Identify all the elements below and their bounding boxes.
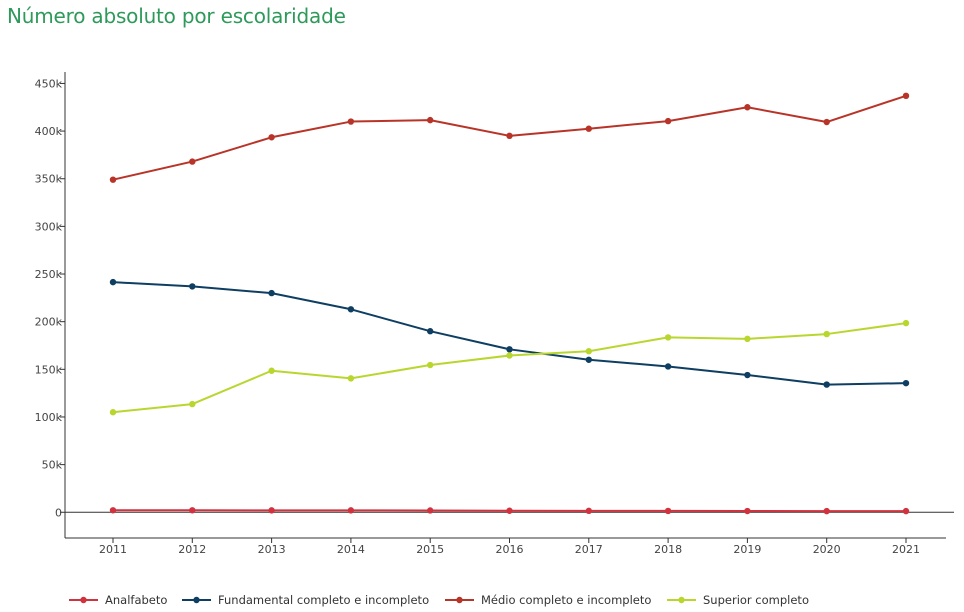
series-analfabeto-point <box>585 507 592 515</box>
y-tick-label: 400k <box>35 125 63 138</box>
axes <box>64 72 954 539</box>
series-superior-completo <box>109 319 910 416</box>
series-superior-completo-point <box>506 352 513 359</box>
legend-item-superior-completo[interactable]: Superior completo <box>667 593 809 607</box>
series-m-dio-completo-e-incompleto-point <box>506 132 513 140</box>
legend-swatch-point <box>678 596 685 604</box>
chart-title: Número absoluto por escolaridade <box>7 4 346 28</box>
x-tick-label: 2015 <box>416 543 444 556</box>
y-tick-label: 350k <box>35 173 63 186</box>
legend-swatch-point <box>80 596 87 604</box>
series-m-dio-completo-e-incompleto-point <box>744 104 751 111</box>
series-fundamental-completo-e-incompleto <box>109 278 910 388</box>
y-tick-label: 300k <box>35 220 63 233</box>
series-m-dio-completo-e-incompleto-point <box>823 118 830 126</box>
series-fundamental-completo-e-incompleto-point <box>109 278 117 286</box>
legend-label: Superior completo <box>703 593 809 607</box>
series-group <box>109 92 910 515</box>
series-fundamental-completo-e-incompleto-point <box>427 328 434 335</box>
series-m-dio-completo-e-incompleto-point <box>268 134 275 141</box>
y-tick-label: 200k <box>35 316 63 329</box>
series-fundamental-completo-e-incompleto-point <box>823 381 830 388</box>
legend-label: Fundamental completo e incompleto <box>218 593 429 607</box>
series-superior-completo-point <box>189 400 196 408</box>
x-tick-label: 2018 <box>654 543 682 556</box>
series-fundamental-completo-e-incompleto-point <box>506 346 513 353</box>
x-tick-label: 2011 <box>99 543 127 556</box>
y-tick-label: 250k <box>35 268 63 281</box>
series-fundamental-completo-e-incompleto-point <box>585 356 592 363</box>
series-superior-completo-point <box>902 319 910 327</box>
y-tick-label: 50k <box>42 459 63 472</box>
series-m-dio-completo-e-incompleto-point <box>902 92 910 100</box>
series-analfabeto-point <box>664 507 672 515</box>
legend: Analfabeto Fundamental completo e incompl… <box>69 593 809 607</box>
series-fundamental-completo-e-incompleto-point <box>268 289 275 297</box>
legend-item-analfabeto[interactable]: Analfabeto <box>69 593 167 607</box>
x-tick-label: 2021 <box>892 543 920 556</box>
y-tick-label: 150k <box>35 363 63 376</box>
series-analfabeto <box>109 507 910 515</box>
series-superior-completo-point <box>744 335 751 343</box>
legend-label: Analfabeto <box>105 593 167 607</box>
series-m-dio-completo-e-incompleto-point <box>585 125 592 132</box>
legend-item-m-dio-completo-e-incompleto[interactable]: Médio completo e incompleto <box>445 593 651 607</box>
x-tick-label: 2016 <box>496 543 524 556</box>
series-superior-completo-point <box>347 375 355 382</box>
series-analfabeto-point <box>506 507 513 514</box>
series-fundamental-completo-e-incompleto-line <box>112 281 907 386</box>
series-analfabeto-point <box>823 507 830 515</box>
x-tick-label: 2017 <box>575 543 603 556</box>
series-m-dio-completo-e-incompleto-point <box>347 118 355 125</box>
series-fundamental-completo-e-incompleto-point <box>664 363 672 370</box>
series-fundamental-completo-e-incompleto-point <box>902 379 910 387</box>
series-m-dio-completo-e-incompleto-point <box>189 158 196 165</box>
series-superior-completo-point <box>109 409 117 416</box>
series-superior-completo-point <box>823 330 830 338</box>
series-analfabeto-point <box>189 507 196 514</box>
legend-swatch-point <box>456 596 463 604</box>
series-fundamental-completo-e-incompleto-point <box>347 306 355 313</box>
series-m-dio-completo-e-incompleto-point <box>109 176 117 183</box>
series-analfabeto-point <box>268 507 275 514</box>
y-axis-ticks: 0 50k 100k 150k 200k 250k 300k 350k 400k 450k <box>35 77 65 519</box>
series-m-dio-completo-e-incompleto-point <box>427 116 434 124</box>
series-analfabeto-point <box>902 507 910 515</box>
x-tick-label: 2013 <box>258 543 286 556</box>
series-analfabeto-point <box>744 507 751 515</box>
series-fundamental-completo-e-incompleto-point <box>744 371 751 379</box>
legend-item-fundamental-completo-e-incompleto[interactable]: Fundamental completo e incompleto <box>182 593 429 607</box>
series-analfabeto-point <box>109 507 117 514</box>
series-fundamental-completo-e-incompleto-point <box>189 283 196 290</box>
legend-swatch-point <box>193 596 200 604</box>
series-superior-completo-point <box>268 367 275 374</box>
series-superior-completo-line <box>112 322 907 414</box>
series-analfabeto-point <box>347 507 355 514</box>
x-tick-label: 2014 <box>337 543 365 556</box>
series-superior-completo-point <box>585 348 592 355</box>
series-superior-completo-point <box>427 361 434 369</box>
series-analfabeto-point <box>427 507 434 514</box>
x-tick-label: 2019 <box>733 543 761 556</box>
y-tick-label: 0 <box>55 506 62 519</box>
legend-label: Médio completo e incompleto <box>481 593 651 607</box>
x-axis-ticks: 2011 2012 2013 2014 2015 2016 2017 2018 2019 2020… <box>99 538 920 556</box>
x-tick-label: 2012 <box>178 543 206 556</box>
x-tick-label: 2020 <box>813 543 841 556</box>
series-superior-completo-point <box>664 334 672 341</box>
y-tick-label: 100k <box>35 411 63 424</box>
series-m-dio-completo-e-incompleto <box>109 92 910 183</box>
series-m-dio-completo-e-incompleto-point <box>664 117 672 125</box>
y-tick-label: 450k <box>35 77 63 90</box>
